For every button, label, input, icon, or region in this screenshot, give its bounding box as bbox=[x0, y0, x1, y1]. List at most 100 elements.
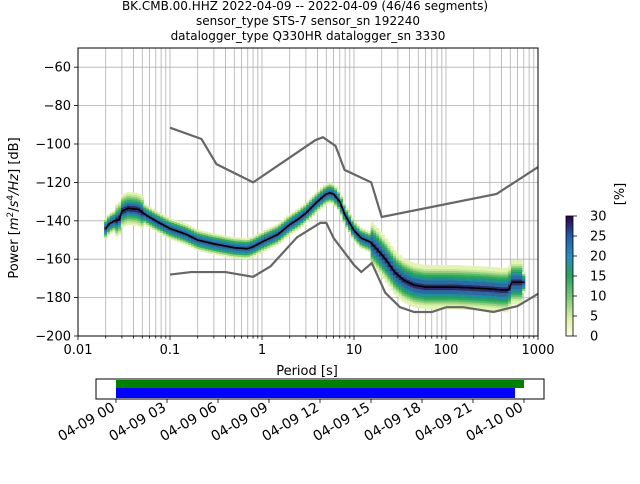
psd-cell bbox=[320, 194, 324, 198]
psd-cell bbox=[452, 301, 456, 304]
psd-cell bbox=[499, 300, 503, 303]
psd-cell bbox=[320, 204, 324, 207]
psd-cell bbox=[474, 281, 478, 284]
psd-cell bbox=[387, 257, 391, 260]
psd-cell bbox=[373, 249, 377, 253]
psd-cell bbox=[235, 239, 240, 242]
psd-cell bbox=[508, 276, 512, 279]
psd-cell bbox=[409, 273, 414, 276]
psd-cell bbox=[140, 222, 144, 225]
psd-cell bbox=[258, 232, 262, 235]
psd-cell bbox=[423, 274, 428, 277]
psd-cell bbox=[460, 267, 464, 270]
psd-cell bbox=[480, 293, 484, 296]
psd-cell bbox=[384, 276, 388, 279]
psd-cell bbox=[134, 202, 139, 205]
psd-cell bbox=[345, 226, 349, 230]
psd-cell bbox=[496, 296, 501, 299]
psd-cell bbox=[412, 274, 416, 277]
psd-cell bbox=[134, 204, 139, 207]
psd-cell bbox=[126, 193, 130, 197]
psd-cell bbox=[160, 226, 164, 230]
psd-cell bbox=[216, 253, 220, 256]
psd-cell bbox=[266, 235, 271, 239]
psd-cell bbox=[384, 243, 388, 247]
psd-cell bbox=[522, 288, 526, 292]
psd-cell bbox=[154, 225, 158, 228]
psd-cell bbox=[244, 241, 248, 244]
x-tick-label: 10 bbox=[346, 343, 363, 358]
psd-cell bbox=[510, 294, 515, 297]
psd-cell bbox=[261, 238, 265, 241]
psd-cell bbox=[219, 251, 223, 254]
psd-cell bbox=[381, 261, 386, 264]
psd-cell bbox=[401, 265, 405, 268]
psd-cell bbox=[432, 297, 436, 300]
psd-cell bbox=[415, 300, 419, 303]
psd-cell bbox=[146, 218, 150, 222]
psd-cell bbox=[471, 283, 475, 286]
psd-cell bbox=[286, 230, 290, 233]
psd-cell bbox=[491, 301, 495, 304]
psd-cell bbox=[106, 225, 111, 229]
psd-cell bbox=[174, 231, 178, 234]
psd-cell bbox=[387, 261, 391, 264]
psd-cell bbox=[398, 256, 402, 260]
psd-cell bbox=[205, 243, 209, 246]
coverage-tick-label: 04-09 18 bbox=[361, 400, 424, 445]
psd-cell bbox=[474, 302, 478, 305]
psd-cell bbox=[449, 297, 453, 300]
psd-cell bbox=[395, 283, 400, 286]
psd-cell bbox=[381, 251, 386, 255]
psd-cell bbox=[137, 222, 141, 225]
psd-cell bbox=[454, 284, 459, 287]
psd-cell bbox=[132, 213, 136, 216]
psd-cell bbox=[513, 287, 517, 290]
psd-cell bbox=[188, 229, 192, 232]
psd-cell bbox=[496, 271, 501, 274]
psd-cell bbox=[421, 302, 425, 306]
psd-cell bbox=[443, 289, 447, 293]
psd-cell bbox=[345, 223, 349, 226]
psd-cell bbox=[174, 223, 178, 226]
psd-cell bbox=[384, 247, 388, 250]
psd-cell bbox=[510, 271, 515, 274]
psd-cell bbox=[334, 205, 338, 208]
psd-cell bbox=[409, 286, 414, 289]
psd-cell bbox=[381, 263, 386, 266]
psd-cell bbox=[519, 260, 523, 263]
psd-cell bbox=[193, 236, 198, 239]
psd-cell bbox=[258, 243, 262, 247]
psd-cell bbox=[510, 288, 515, 292]
psd-cell bbox=[468, 277, 473, 280]
psd-cell bbox=[390, 286, 394, 289]
psd-cell bbox=[154, 216, 158, 219]
psd-cell bbox=[398, 297, 402, 300]
psd-cell bbox=[328, 199, 332, 202]
psd-cell bbox=[280, 227, 285, 230]
psd-cell bbox=[129, 196, 133, 199]
psd-cell bbox=[123, 216, 127, 219]
psd-cell bbox=[134, 217, 139, 220]
psd-cell bbox=[314, 209, 318, 212]
psd-cell bbox=[502, 304, 506, 307]
psd-cell bbox=[356, 230, 360, 233]
psd-cell bbox=[367, 246, 372, 249]
psd-cell bbox=[390, 261, 394, 264]
psd-cell bbox=[306, 216, 310, 219]
psd-cell bbox=[118, 232, 122, 235]
psd-cell bbox=[390, 251, 394, 254]
psd-cell bbox=[502, 302, 506, 305]
psd-cell bbox=[202, 242, 206, 245]
psd-cell bbox=[426, 305, 430, 308]
psd-cell bbox=[146, 220, 150, 223]
psd-cell bbox=[300, 209, 304, 212]
psd-cell bbox=[480, 285, 484, 288]
psd-cell bbox=[362, 230, 366, 233]
psd-cell bbox=[393, 282, 397, 285]
psd-cell bbox=[132, 209, 136, 212]
psd-cell bbox=[118, 205, 122, 208]
psd-cell bbox=[390, 265, 394, 268]
psd-cell bbox=[247, 253, 251, 256]
psd-cell bbox=[432, 303, 436, 306]
